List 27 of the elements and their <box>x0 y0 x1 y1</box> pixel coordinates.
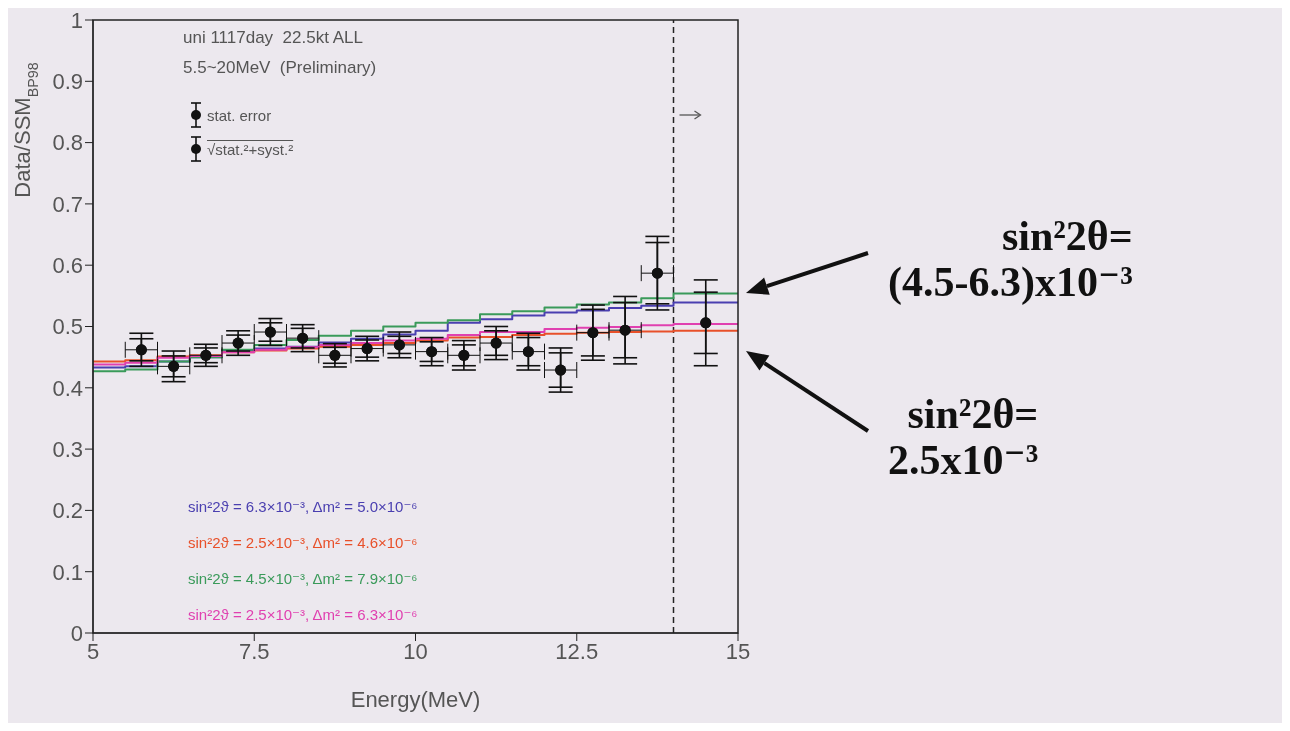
legend-label: stat. error <box>207 106 272 124</box>
y-tick-label: 0.3 <box>52 436 83 462</box>
text: sin²2ϑ = 4.5×10⁻³, Δm² = 7.9×10⁻⁶ <box>188 570 418 590</box>
annotation: 5.5~20MeV (Preliminary) <box>183 58 377 78</box>
text: sin²2ϑ = 6.3×10⁻³, Δm² = 5.0×10⁻⁶ <box>188 498 418 518</box>
x-axis-title: Energy(MeV) <box>350 687 481 712</box>
x-tick-label: 12.5 <box>555 638 599 664</box>
y-tick-label: 0.7 <box>52 191 83 217</box>
y-tick-label: 0.5 <box>52 314 83 340</box>
text: sin²2θ= 2.5x10⁻³ <box>888 391 1039 483</box>
y-tick-label: 1 <box>70 7 83 33</box>
x-tick-label: 7.5 <box>238 638 270 664</box>
legend-label: √stat.²+syst.² <box>207 140 294 158</box>
text: sin²2ϑ = 2.5×10⁻³, Δm² = 6.3×10⁻⁶ <box>188 606 418 624</box>
x-tick-label: 15 <box>725 638 751 664</box>
text: sin²2ϑ = 2.5×10⁻³, Δm² = 4.6×10⁻⁶ <box>188 534 418 554</box>
y-tick-label: 0.9 <box>52 69 83 95</box>
y-tick-label: 0.2 <box>52 498 83 524</box>
text: sin²2θ= (4.5-6.3)x10⁻³ <box>888 213 1133 305</box>
y-tick-label: 0 <box>70 620 83 646</box>
y-tick-label: 0.4 <box>52 375 83 401</box>
x-tick-label: 5 <box>86 638 100 664</box>
y-tick-label: 0.1 <box>52 559 83 585</box>
x-tick-label: 10 <box>403 638 428 664</box>
y-tick-label: 0.8 <box>52 130 83 156</box>
y-tick-label: 0.6 <box>52 253 83 279</box>
annotation: uni 1117day 22.5kt ALL <box>183 28 363 48</box>
